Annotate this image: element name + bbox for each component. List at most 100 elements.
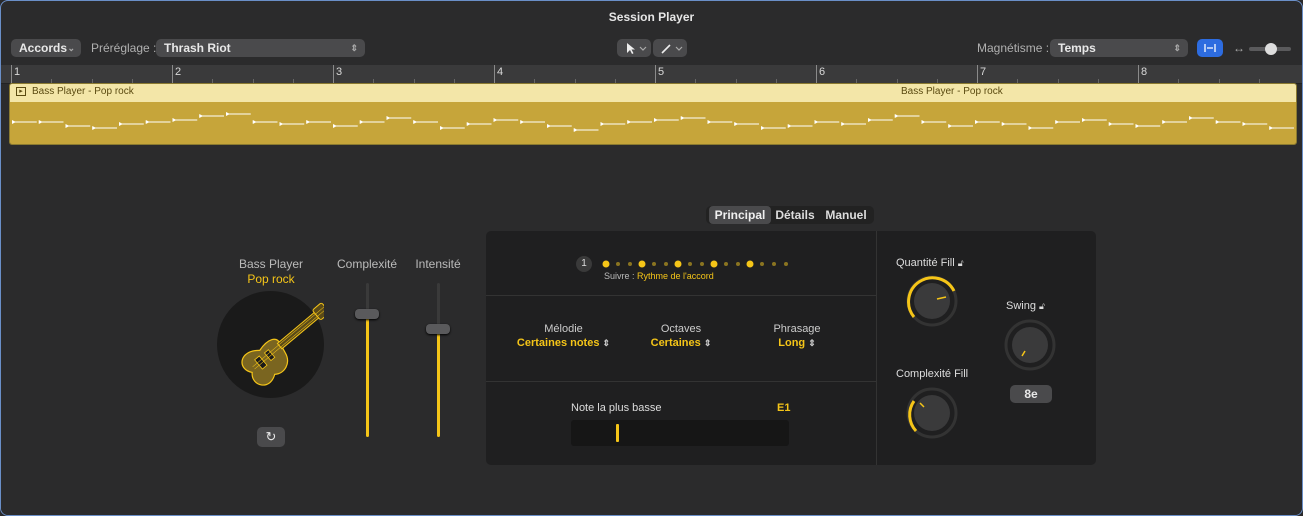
zoom-slider[interactable] — [1249, 43, 1291, 55]
follow-row[interactable]: Suivre : Rythme de l'accord — [604, 271, 714, 281]
note-head — [1215, 120, 1220, 124]
note-head — [547, 124, 551, 128]
pattern-step[interactable] — [688, 262, 692, 266]
pencil-icon — [661, 44, 683, 54]
pattern-step[interactable] — [616, 262, 620, 266]
note-head — [1028, 126, 1033, 130]
complexity-slider[interactable] — [352, 283, 382, 437]
preset-select[interactable]: Thrash Riot ⇕ — [156, 39, 365, 57]
pattern-step[interactable] — [784, 262, 788, 266]
fill-complexity-knob[interactable] — [906, 387, 958, 439]
swing-value-button[interactable]: 8e — [1010, 385, 1052, 403]
swing-knob[interactable] — [1004, 319, 1056, 371]
octaves-label: Octaves — [660, 323, 702, 335]
note-head — [279, 122, 284, 126]
intensity-slider[interactable] — [423, 283, 453, 437]
pattern-step[interactable] — [746, 260, 754, 268]
pattern-step[interactable] — [736, 262, 740, 266]
snap-select[interactable]: Temps ⇕ — [1050, 39, 1188, 57]
bar-number: 4 — [497, 66, 504, 78]
bar-number: 2 — [175, 66, 182, 78]
complexity-label: Complexité — [336, 257, 398, 271]
slider-thumb[interactable] — [355, 308, 379, 319]
lowest-note-marker[interactable] — [616, 424, 619, 442]
note-head — [145, 120, 150, 124]
refresh-button[interactable]: ↻ — [257, 427, 285, 447]
region-label: Bass Player - Pop rock — [32, 86, 134, 97]
bar-tick — [11, 65, 12, 83]
pattern-step[interactable] — [674, 260, 682, 268]
catch-playhead-button[interactable] — [1197, 39, 1223, 57]
pattern-step[interactable] — [664, 262, 668, 266]
pattern-step[interactable] — [638, 260, 646, 268]
pattern-step[interactable] — [760, 262, 764, 266]
divider — [486, 295, 876, 296]
note-head — [680, 116, 685, 120]
beat-tick — [91, 79, 93, 83]
slider-thumb[interactable] — [426, 324, 450, 335]
divider — [486, 381, 876, 382]
note-head — [787, 124, 792, 128]
bar-tick — [1138, 65, 1139, 83]
pattern-step[interactable] — [602, 260, 610, 268]
phrasing-select[interactable]: Long ⇕ — [751, 337, 843, 349]
divider — [876, 231, 877, 465]
lowest-note-range[interactable] — [571, 420, 789, 446]
note-head — [440, 126, 444, 130]
bar-tick — [655, 65, 656, 83]
pattern-step[interactable] — [700, 262, 704, 266]
unlock-icon: 🔓︎ — [1039, 301, 1045, 311]
note-head — [921, 120, 926, 124]
slider-fill — [437, 329, 440, 437]
melody-select[interactable]: Certaines notes ⇕ — [506, 337, 621, 349]
bar-number: 8 — [1141, 66, 1148, 78]
note-head — [1055, 120, 1060, 124]
pattern-step[interactable] — [772, 262, 776, 266]
pattern-number[interactable]: 1 — [576, 256, 592, 272]
note-head — [1189, 116, 1193, 120]
region-label: Bass Player - Pop rock — [901, 86, 1003, 97]
arrow-pointer-icon — [627, 43, 647, 54]
pointer-tool-button[interactable] — [617, 39, 651, 57]
principal-panel: 1 Suivre : Rythme de l'accord Mélodie Ce… — [486, 231, 1096, 465]
updown-chevron-icon: ⇕ — [808, 338, 816, 348]
note-head — [627, 120, 632, 124]
tab-principal[interactable]: Principal — [709, 206, 771, 224]
pattern-step[interactable] — [710, 260, 718, 268]
note-head — [226, 112, 230, 116]
note-head — [520, 120, 525, 124]
note-head — [761, 126, 765, 130]
phrasing-value: Long — [778, 337, 806, 349]
fill-quantity-knob[interactable] — [906, 275, 958, 327]
player-name: Bass Player — [238, 257, 304, 271]
beat-tick — [614, 79, 616, 83]
bass-region[interactable]: ▸ Bass Player - Pop rock Bass Player - P… — [9, 83, 1297, 145]
bar-number: 6 — [819, 66, 826, 78]
note-head — [894, 114, 899, 118]
tab-manuel[interactable]: Manuel — [825, 208, 867, 222]
player-avatar[interactable] — [217, 291, 330, 398]
pattern-step[interactable] — [724, 262, 728, 266]
pattern-dots[interactable] — [598, 256, 798, 272]
beat-tick — [292, 79, 294, 83]
region-notes — [10, 102, 1296, 144]
player-style[interactable]: Pop rock — [247, 272, 295, 286]
tab-details[interactable]: Détails — [775, 208, 815, 222]
updown-chevron-icon: ⇕ — [1173, 43, 1181, 53]
note-head — [841, 122, 846, 126]
lowest-note-label: Note la plus basse — [571, 402, 662, 414]
note-head — [386, 116, 391, 120]
bar-tick — [816, 65, 817, 83]
accords-button[interactable]: Accords ⌄ — [11, 39, 81, 57]
octaves-select[interactable]: Certaines ⇕ — [636, 337, 726, 349]
beat-tick — [1017, 79, 1019, 83]
timeline-ruler[interactable]: 1 2 3 4 5 6 7 8 — [1, 65, 1302, 84]
pattern-step[interactable] — [652, 262, 656, 266]
pattern-step[interactable] — [628, 262, 632, 266]
note-head — [306, 120, 311, 124]
zoom-slider-thumb[interactable] — [1265, 43, 1277, 55]
note-head — [734, 122, 739, 126]
pencil-tool-button[interactable] — [653, 39, 687, 57]
note-head — [573, 128, 578, 132]
note-head — [466, 122, 471, 126]
